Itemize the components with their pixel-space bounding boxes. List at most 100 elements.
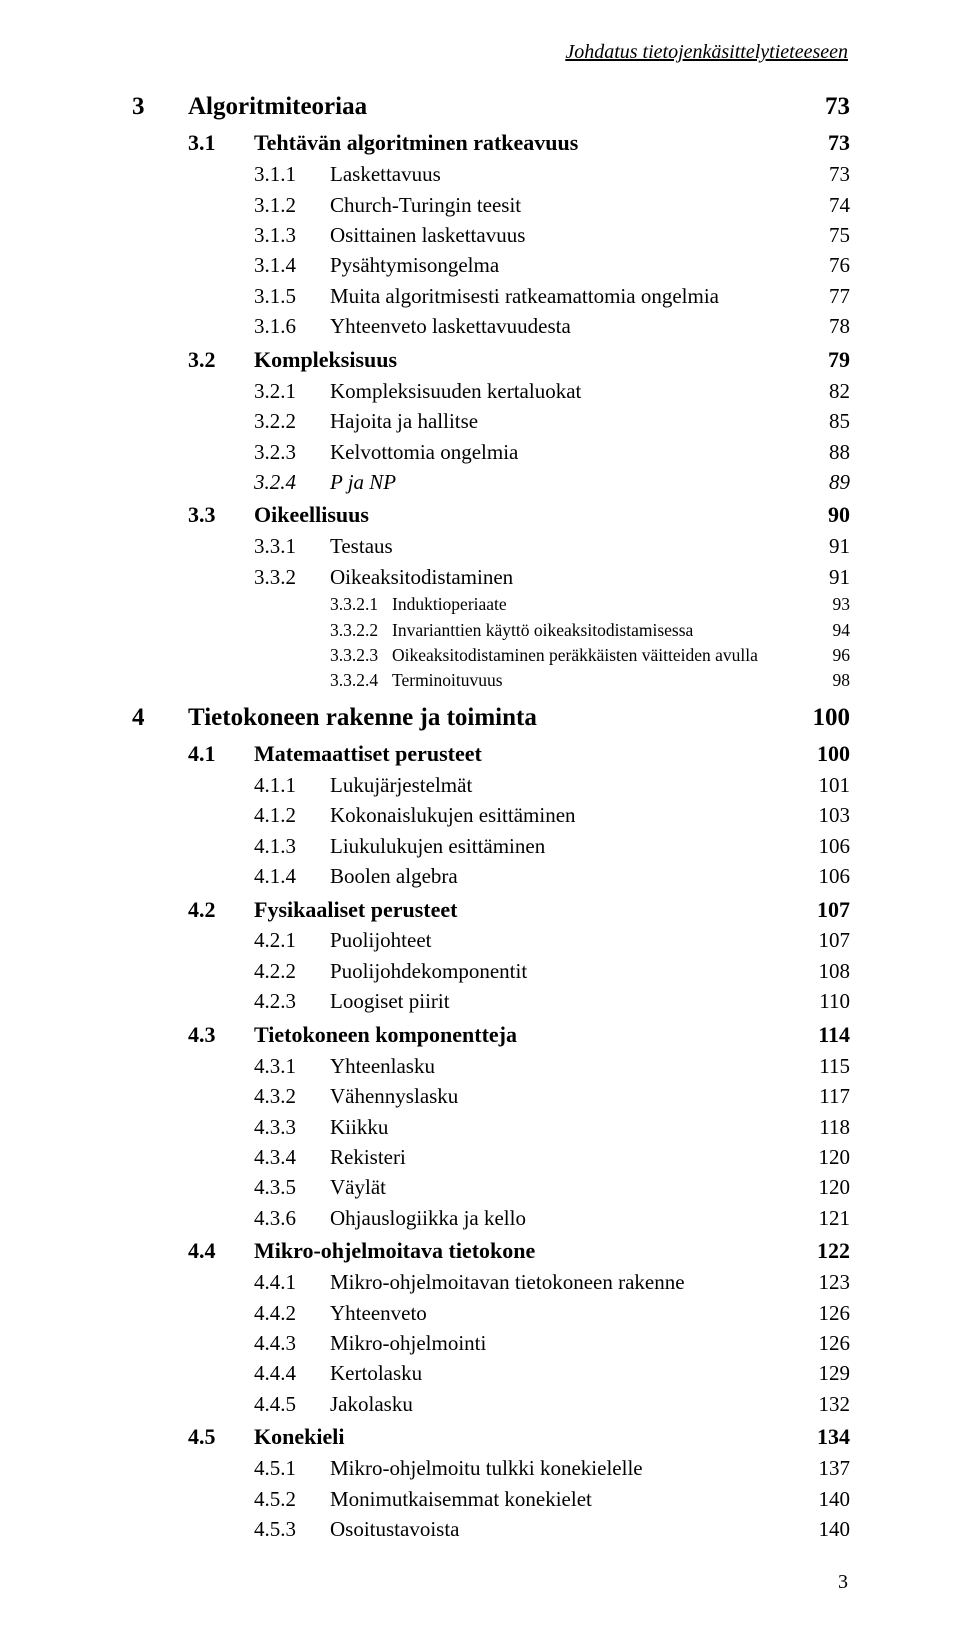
toc-row: 3.2.2Hajoita ja hallitse85	[132, 406, 850, 436]
toc-number: 3.3.1	[254, 531, 330, 561]
toc-title: Mikro-ohjelmoitavan tietokoneen rakenne	[330, 1267, 798, 1297]
toc-page: 100	[798, 700, 850, 736]
toc-page: 126	[798, 1298, 850, 1328]
document-page: Johdatus tietojenkäsittelytieteeseen 3Al…	[0, 0, 960, 1643]
toc-title: Tietokoneen rakenne ja toiminta	[188, 700, 798, 736]
toc-row: 4.2.1Puolijohteet107	[132, 925, 850, 955]
toc-row: 4.1.4Boolen algebra106	[132, 861, 850, 891]
toc-page: 96	[798, 643, 850, 668]
toc-number: 3.1.1	[254, 159, 330, 189]
toc-row: 3.1.3Osittainen laskettavuus75	[132, 220, 850, 250]
toc-number: 4.4.5	[254, 1389, 330, 1419]
toc-row: 3.3.2.3Oikeaksitodistaminen peräkkäisten…	[132, 643, 850, 668]
toc-title: Liukulukujen esittäminen	[330, 831, 798, 861]
toc-row: 3.3Oikeellisuus90	[132, 499, 850, 531]
toc-title: Vähennyslasku	[330, 1081, 798, 1111]
toc-number: 3.2.2	[254, 406, 330, 436]
toc-number: 3.2	[188, 344, 254, 376]
toc-title: Induktioperiaate	[392, 592, 798, 617]
toc-row: 4.3.1Yhteenlasku115	[132, 1051, 850, 1081]
toc-row: 3.2Kompleksisuus79	[132, 344, 850, 376]
toc-number: 4.3.6	[254, 1203, 330, 1233]
toc-title: Yhteenveto	[330, 1298, 798, 1328]
toc-row: 4.1.2Kokonaislukujen esittäminen103	[132, 800, 850, 830]
toc-page: 76	[798, 250, 850, 280]
toc-number: 4.3.1	[254, 1051, 330, 1081]
toc-title: Kertolasku	[330, 1358, 798, 1388]
toc-title: Tietokoneen komponentteja	[254, 1019, 798, 1051]
toc-number: 4.4	[188, 1235, 254, 1267]
toc-row: 3.1Tehtävän algoritminen ratkeavuus73	[132, 127, 850, 159]
toc-number: 4.4.2	[254, 1298, 330, 1328]
toc-number: 4.2.3	[254, 986, 330, 1016]
toc-row: 4.4.2Yhteenveto126	[132, 1298, 850, 1328]
toc-number: 4.5.2	[254, 1484, 330, 1514]
toc-row: 4.3.3Kiikku118	[132, 1112, 850, 1142]
toc-page: 123	[798, 1267, 850, 1297]
toc-row: 3.2.3Kelvottomia ongelmia88	[132, 437, 850, 467]
toc-title: Yhteenlasku	[330, 1051, 798, 1081]
running-header: Johdatus tietojenkäsittelytieteeseen	[132, 38, 850, 67]
toc-page: 122	[798, 1235, 850, 1267]
toc-row: 4.1.1Lukujärjestelmät101	[132, 770, 850, 800]
toc-number: 4.2	[188, 894, 254, 926]
toc-number: 4.5	[188, 1421, 254, 1453]
toc-title: Kompleksisuus	[254, 344, 798, 376]
toc-title: Kelvottomia ongelmia	[330, 437, 798, 467]
toc-row: 3Algoritmiteoriaa73	[132, 89, 850, 125]
toc-title: Muita algoritmisesti ratkeamattomia onge…	[330, 281, 798, 311]
toc-page: 114	[798, 1019, 850, 1051]
toc-page: 77	[798, 281, 850, 311]
toc-row: 4.1.3Liukulukujen esittäminen106	[132, 831, 850, 861]
toc-number: 3.1.4	[254, 250, 330, 280]
toc-page: 132	[798, 1389, 850, 1419]
table-of-contents: 3Algoritmiteoriaa733.1Tehtävän algoritmi…	[132, 89, 850, 1545]
toc-page: 91	[798, 531, 850, 561]
toc-title: Terminoituvuus	[392, 668, 798, 693]
toc-row: 4.5.3Osoitustavoista140	[132, 1514, 850, 1544]
toc-page: 85	[798, 406, 850, 436]
toc-page: 140	[798, 1484, 850, 1514]
toc-title: Kompleksisuuden kertaluokat	[330, 376, 798, 406]
toc-row: 3.2.4P ja NP89	[132, 467, 850, 497]
toc-row: 4.3Tietokoneen komponentteja114	[132, 1019, 850, 1051]
toc-title: Mikro-ohjelmoitu tulkki konekielelle	[330, 1453, 798, 1483]
toc-title: Lukujärjestelmät	[330, 770, 798, 800]
toc-row: 4.1Matemaattiset perusteet100	[132, 738, 850, 770]
toc-number: 3.1.3	[254, 220, 330, 250]
toc-number: 3	[132, 89, 188, 125]
toc-number: 4.1.4	[254, 861, 330, 891]
toc-page: 120	[798, 1172, 850, 1202]
toc-page: 115	[798, 1051, 850, 1081]
toc-row: 4.5.1Mikro-ohjelmoitu tulkki konekielell…	[132, 1453, 850, 1483]
toc-title: Mikro-ohjelmointi	[330, 1328, 798, 1358]
toc-row: 4.4.1Mikro-ohjelmoitavan tietokoneen rak…	[132, 1267, 850, 1297]
toc-row: 4.5.2Monimutkaisemmat konekielet140	[132, 1484, 850, 1514]
toc-page: 90	[798, 499, 850, 531]
toc-title: Jakolasku	[330, 1389, 798, 1419]
toc-page: 118	[798, 1112, 850, 1142]
toc-title: Kokonaislukujen esittäminen	[330, 800, 798, 830]
toc-page: 94	[798, 618, 850, 643]
toc-number: 3.3	[188, 499, 254, 531]
toc-title: Mikro-ohjelmoitava tietokone	[254, 1235, 798, 1267]
toc-title: Oikeellisuus	[254, 499, 798, 531]
toc-title: Pysähtymisongelma	[330, 250, 798, 280]
toc-number: 4.5.3	[254, 1514, 330, 1544]
toc-page: 108	[798, 956, 850, 986]
toc-row: 4Tietokoneen rakenne ja toiminta100	[132, 700, 850, 736]
toc-page: 107	[798, 925, 850, 955]
toc-page: 110	[798, 986, 850, 1016]
toc-row: 4.3.5Väylät120	[132, 1172, 850, 1202]
toc-number: 4.3.2	[254, 1081, 330, 1111]
toc-page: 74	[798, 190, 850, 220]
toc-number: 4.3	[188, 1019, 254, 1051]
toc-page: 73	[798, 159, 850, 189]
toc-row: 3.2.1Kompleksisuuden kertaluokat82	[132, 376, 850, 406]
toc-page: 88	[798, 437, 850, 467]
toc-number: 4.1.2	[254, 800, 330, 830]
toc-title: Kiikku	[330, 1112, 798, 1142]
toc-row: 4.3.2Vähennyslasku117	[132, 1081, 850, 1111]
toc-page: 73	[798, 89, 850, 125]
toc-number: 3.1.2	[254, 190, 330, 220]
